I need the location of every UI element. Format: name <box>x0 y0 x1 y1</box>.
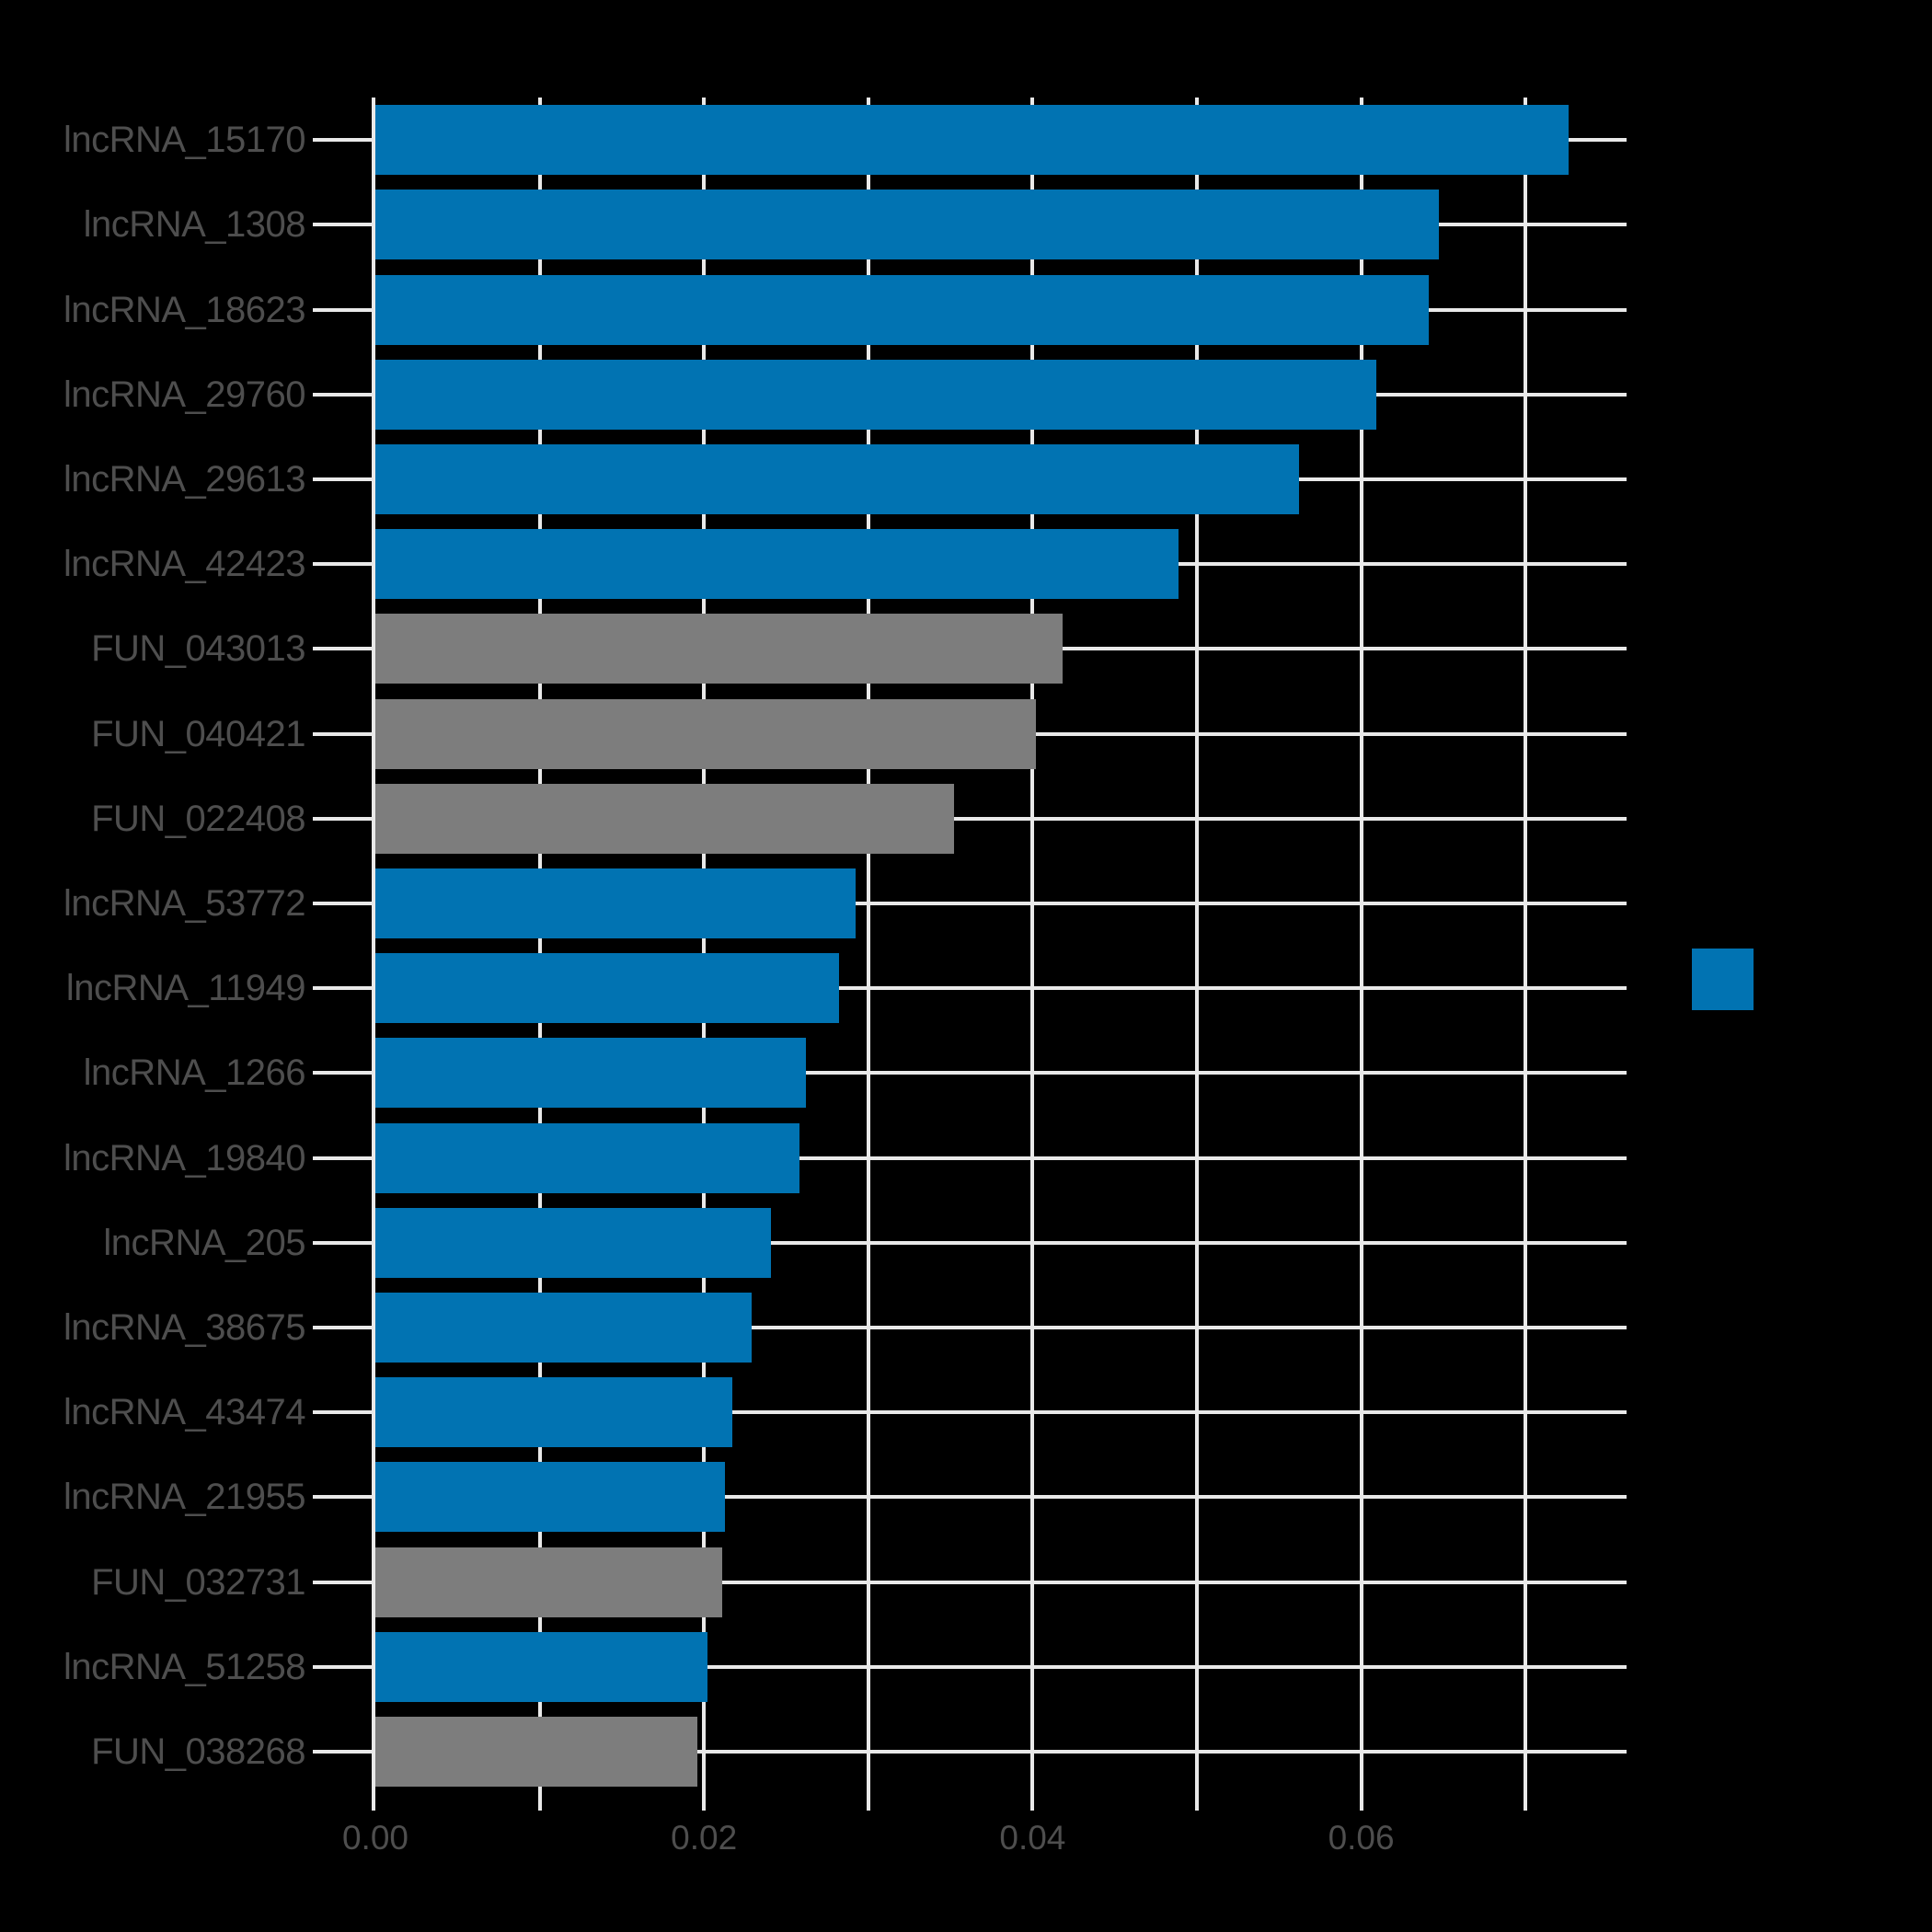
y-axis-label: lncRNA_29613 <box>63 458 306 500</box>
y-gridline <box>375 901 1627 905</box>
y-gridline <box>375 1156 1627 1160</box>
y-tick <box>313 1240 372 1245</box>
bar-lncRNA_21955 <box>375 1462 725 1533</box>
y-tick <box>313 1325 372 1329</box>
y-axis-label: lncRNA_15170 <box>63 120 306 161</box>
y-axis-label: FUN_032731 <box>91 1561 305 1603</box>
x-tick <box>1030 1794 1035 1811</box>
x-tick <box>372 1794 375 1811</box>
y-axis-label: FUN_022408 <box>91 798 305 839</box>
x-tick <box>866 1794 870 1811</box>
y-gridline <box>375 1664 1627 1669</box>
bar-lncRNA_51258 <box>375 1631 707 1702</box>
x-axis-label: 0.02 <box>671 1819 738 1857</box>
y-tick <box>313 731 372 736</box>
bar-lncRNA_53772 <box>375 868 856 938</box>
y-axis-label: lncRNA_53772 <box>63 882 306 924</box>
x-gridline <box>1359 98 1363 1794</box>
bar-lncRNA_1308 <box>375 190 1439 260</box>
x-tick <box>1359 1794 1363 1811</box>
y-gridline <box>375 1325 1627 1329</box>
bar-lncRNA_29760 <box>375 359 1376 430</box>
bar-lncRNA_38675 <box>375 1292 752 1363</box>
x-tick <box>702 1794 707 1811</box>
bar-lncRNA_11949 <box>375 953 839 1024</box>
y-axis-label: lncRNA_43474 <box>63 1392 306 1433</box>
y-gridline <box>375 1580 1627 1584</box>
bar-lncRNA_205 <box>375 1207 771 1278</box>
y-axis-label: lncRNA_205 <box>103 1222 305 1263</box>
bar-FUN_040421 <box>375 698 1036 769</box>
bar-lncRNA_1266 <box>375 1038 806 1109</box>
y-tick <box>313 1156 372 1160</box>
y-gridline <box>375 1410 1627 1415</box>
y-gridline <box>375 1495 1627 1500</box>
bar-FUN_032731 <box>375 1547 722 1617</box>
y-tick <box>313 901 372 905</box>
bar-FUN_043013 <box>375 614 1063 684</box>
bar-lncRNA_18623 <box>375 274 1429 345</box>
y-axis-label: FUN_040421 <box>91 713 305 754</box>
y-tick <box>313 1410 372 1415</box>
y-axis-label: lncRNA_38675 <box>63 1306 306 1348</box>
y-axis-label: FUN_038268 <box>91 1731 305 1772</box>
y-tick <box>313 1664 372 1669</box>
y-axis-label: lncRNA_42423 <box>63 544 306 585</box>
y-tick <box>313 986 372 991</box>
y-axis-spine <box>372 98 375 1794</box>
x-gridline <box>1195 98 1199 1794</box>
y-gridline <box>375 986 1627 991</box>
y-tick <box>313 138 372 143</box>
y-tick <box>313 392 372 397</box>
y-axis-label: lncRNA_21955 <box>63 1477 306 1518</box>
y-gridline <box>375 1071 1627 1075</box>
y-axis-label: lncRNA_19840 <box>63 1137 306 1179</box>
y-tick <box>313 307 372 312</box>
y-gridline <box>375 816 1627 821</box>
x-axis-label: 0.00 <box>341 1819 408 1857</box>
y-axis-label: FUN_043013 <box>91 628 305 670</box>
y-axis-label: lncRNA_51258 <box>63 1646 306 1687</box>
y-tick <box>313 562 372 567</box>
y-axis-label: lncRNA_18623 <box>63 289 306 330</box>
x-gridline <box>1524 98 1528 1794</box>
y-axis-label: lncRNA_11949 <box>65 968 306 1009</box>
y-gridline <box>375 1240 1627 1245</box>
bar-lncRNA_15170 <box>375 105 1569 176</box>
y-tick <box>313 1580 372 1584</box>
y-tick <box>313 647 372 651</box>
bar-lncRNA_43474 <box>375 1377 732 1448</box>
bar-FUN_022408 <box>375 783 954 854</box>
x-gridline <box>702 98 707 1794</box>
y-tick <box>313 477 372 481</box>
x-gridline <box>866 98 870 1794</box>
bar-lncRNA_42423 <box>375 529 1179 600</box>
bar-FUN_038268 <box>375 1716 697 1787</box>
y-gridline <box>375 1749 1627 1754</box>
y-tick <box>313 816 372 821</box>
x-gridline <box>1030 98 1035 1794</box>
y-axis-label: lncRNA_1266 <box>83 1052 306 1094</box>
x-axis-label: 0.06 <box>1328 1819 1395 1857</box>
x-tick <box>537 1794 542 1811</box>
x-tick <box>1195 1794 1199 1811</box>
x-gridline <box>537 98 542 1794</box>
x-axis-label: 0.04 <box>999 1819 1066 1857</box>
y-tick <box>313 223 372 227</box>
x-tick <box>1524 1794 1528 1811</box>
bar-lncRNA_29613 <box>375 443 1299 514</box>
y-axis-label: lncRNA_1308 <box>83 204 306 246</box>
legend-swatch <box>1692 949 1754 1010</box>
y-axis-label: lncRNA_29760 <box>63 374 306 415</box>
y-tick <box>313 1495 372 1500</box>
y-tick <box>313 1749 372 1754</box>
y-tick <box>313 1071 372 1075</box>
bar-lncRNA_19840 <box>375 1122 799 1193</box>
